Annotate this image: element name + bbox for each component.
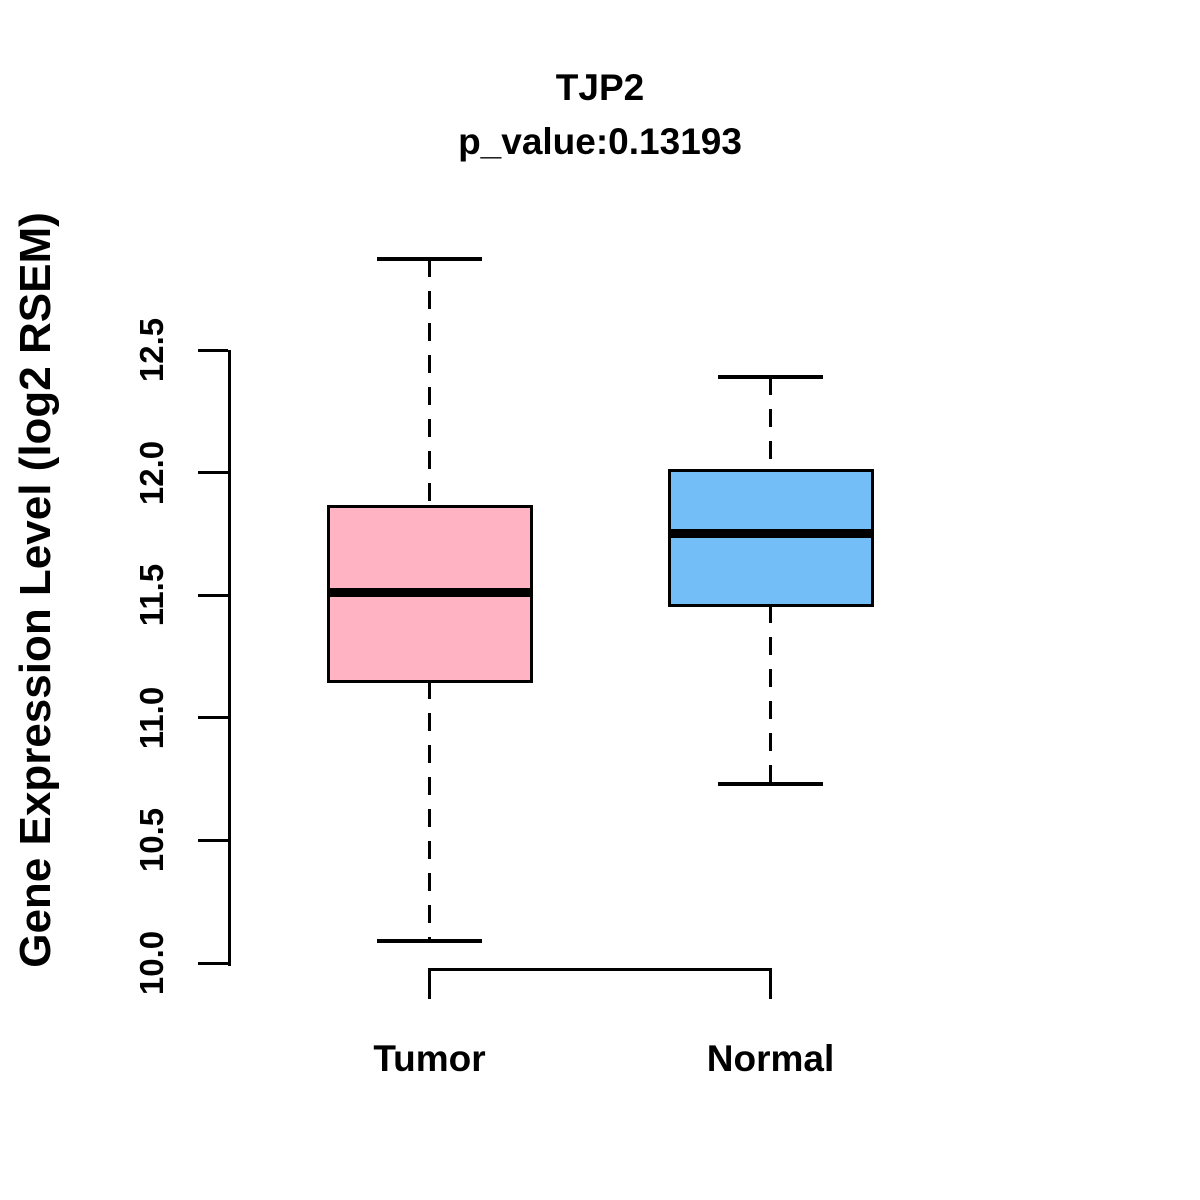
whisker-cap-upper-tumor — [377, 257, 482, 262]
y-axis-tick — [198, 716, 228, 720]
y-axis-tick-label: 12.0 — [133, 440, 170, 505]
y-axis-tick — [198, 838, 228, 842]
median-line-tumor — [326, 588, 533, 598]
y-axis-label: Gene Expression Level (log2 RSEM) — [11, 212, 60, 968]
x-axis-tick — [769, 968, 772, 999]
y-axis-tick — [198, 471, 228, 475]
x-category-label-tumor: Tumor — [373, 1038, 486, 1079]
y-axis-tick — [198, 593, 228, 597]
x-category-label-normal: Normal — [706, 1038, 835, 1079]
y-axis-tick — [198, 961, 228, 965]
whisker-upper-normal — [769, 376, 772, 471]
y-axis-tick-label: 10.5 — [133, 808, 170, 873]
whisker-lower-tumor — [428, 681, 431, 941]
y-axis-tick-label: 10.0 — [133, 930, 170, 996]
whisker-cap-lower-normal — [718, 782, 823, 786]
median-line-normal — [667, 529, 874, 539]
x-axis-tick — [428, 968, 431, 999]
chart-title: TJP2 — [555, 67, 645, 108]
whisker-cap-upper-normal — [718, 374, 823, 379]
x-axis-line — [428, 968, 772, 971]
y-axis-tick — [198, 348, 228, 352]
y-axis-line — [228, 350, 231, 966]
whisker-cap-lower-tumor — [377, 938, 482, 943]
whisker-upper-tumor — [428, 259, 431, 507]
y-axis-tick-label: 11.0 — [133, 686, 170, 750]
y-axis-tick-label: 12.5 — [133, 317, 170, 383]
chart-subtitle-pvalue: p_value:0.13193 — [458, 121, 742, 162]
whisker-lower-normal — [769, 605, 772, 784]
y-axis-tick-label: 11.5 — [133, 563, 170, 627]
